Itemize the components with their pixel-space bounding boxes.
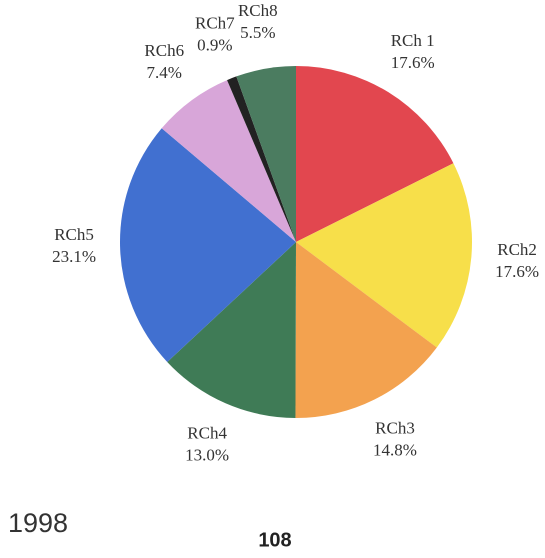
slice-label: RCh5 (54, 225, 94, 244)
slice-value-label: 17.6% (391, 53, 435, 72)
page-number: 108 (258, 529, 291, 551)
pie-slice (296, 163, 472, 348)
slice-value-label: 7.4% (147, 63, 182, 82)
pie-slice (161, 80, 296, 243)
pie-slice (167, 242, 296, 418)
pie-slice (227, 76, 296, 242)
slice-label: RCh7 (195, 13, 235, 32)
slice-value-label: 0.9% (197, 35, 232, 54)
slice-label: RCh2 (497, 240, 537, 259)
slice-value-label: 17.6% (495, 262, 539, 281)
slice-label: RCh3 (375, 419, 415, 438)
pie-slice (236, 66, 296, 242)
slice-label: RCh4 (187, 423, 227, 442)
pie-slice (119, 128, 296, 362)
pie-slice (295, 242, 437, 418)
slice-label: RCh 1 (391, 31, 435, 50)
pie-slice (296, 66, 454, 242)
slice-value-label: 13.0% (185, 445, 229, 464)
slice-label: RCh8 (238, 1, 278, 20)
year: 1998 (8, 508, 68, 538)
slice-value-label: 14.8% (373, 441, 417, 460)
slice-value-label: 23.1% (52, 247, 96, 266)
slice-value-label: 5.5% (240, 23, 275, 42)
slice-label: RCh6 (144, 41, 184, 60)
